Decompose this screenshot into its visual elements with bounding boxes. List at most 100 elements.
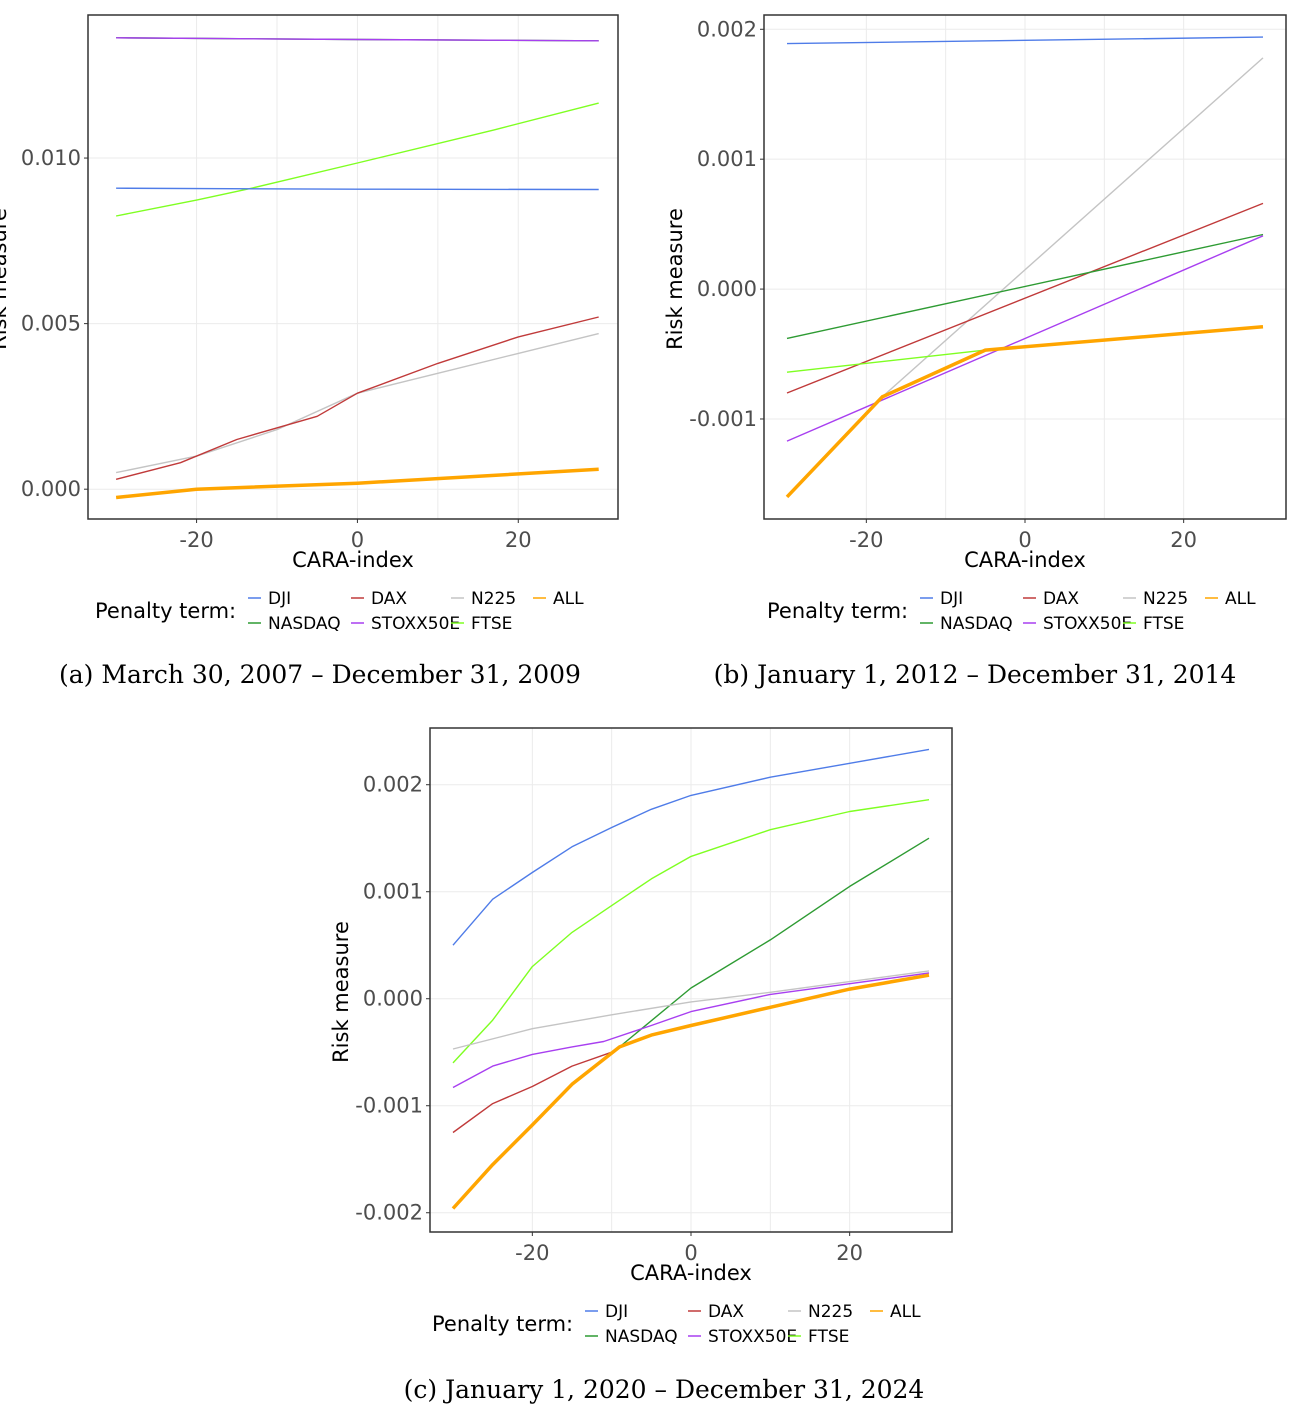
legend: Penalty term: DJI DAX N225 ALL NASDAQ STOXX50E… bbox=[432, 1302, 921, 1347]
series-line-nasdaq bbox=[786, 233, 1264, 340]
series-line-all bbox=[785, 325, 1264, 499]
legend-item-dji: DJI bbox=[920, 589, 963, 609]
series-line-dax bbox=[786, 202, 1264, 394]
legend-title: Penalty term: bbox=[767, 599, 908, 623]
y-axis-title: Risk measure bbox=[329, 921, 353, 1063]
legend: Penalty term: DJI DAX N225 ALL NASDAQ STOXX50E… bbox=[95, 589, 584, 634]
legend-item-dji: DJI bbox=[248, 589, 291, 609]
x-tick-label: 0 bbox=[351, 528, 364, 552]
legend-label: DJI bbox=[940, 589, 963, 609]
x-tick-label: 0 bbox=[684, 1241, 697, 1265]
y-tick-label: 0.005 bbox=[21, 312, 81, 336]
series-line-n225 bbox=[452, 970, 930, 1050]
series-line-dax bbox=[115, 316, 599, 480]
series-line-dji bbox=[452, 748, 930, 946]
series-line-ftse bbox=[115, 102, 599, 217]
legend-label: N225 bbox=[808, 1302, 853, 1322]
legend-label: STOXX50E bbox=[1043, 614, 1132, 634]
legend-label: NASDAQ bbox=[940, 614, 1013, 634]
legend-label: FTSE bbox=[471, 614, 512, 634]
y-tick-label: 0.002 bbox=[697, 17, 757, 41]
series-line-stoxx50e bbox=[452, 972, 930, 1089]
legend-item-dax: DAX bbox=[688, 1302, 744, 1322]
series-line-dji bbox=[786, 36, 1264, 45]
legend-item-all: ALL bbox=[1205, 589, 1256, 609]
series-line-stoxx50e bbox=[786, 235, 1264, 442]
legend: Penalty term: DJI DAX N225 ALL NASDAQ STOXX50E… bbox=[767, 589, 1256, 634]
legend-title: Penalty term: bbox=[432, 1312, 573, 1336]
caption: (a) March 30, 2007 – December 31, 2009 bbox=[59, 660, 581, 689]
legend-item-stoxx50e: STOXX50E bbox=[1023, 614, 1132, 634]
y-tick-label: 0.000 bbox=[363, 987, 423, 1011]
legend-item-nasdaq: NASDAQ bbox=[248, 614, 341, 634]
x-tick-label: 20 bbox=[1170, 528, 1197, 552]
y-tick-label: 0.010 bbox=[21, 146, 81, 170]
legend-label: ALL bbox=[553, 589, 584, 609]
caption: (c) January 1, 2020 – December 31, 2024 bbox=[404, 1375, 925, 1404]
series-line-all bbox=[115, 467, 599, 500]
series-line-all bbox=[451, 973, 930, 1210]
series-line-stoxx50e bbox=[116, 37, 599, 42]
legend-item-stoxx50e: STOXX50E bbox=[688, 1327, 797, 1347]
legend-item-ftse: FTSE bbox=[1123, 614, 1184, 634]
x-axis-title: CARA-index bbox=[964, 548, 1086, 572]
legend-item-n225: N225 bbox=[788, 1302, 853, 1322]
legend-item-n225: N225 bbox=[451, 589, 516, 609]
y-tick-label: -0.002 bbox=[355, 1201, 423, 1225]
legend-label: ALL bbox=[890, 1302, 921, 1322]
y-axis-title: Risk measure bbox=[0, 208, 11, 350]
panel-a: -20 0 20 0.000 0.005 0.010 CARA-index Risk me… bbox=[0, 14, 619, 689]
legend-label: N225 bbox=[471, 589, 516, 609]
series-line-ftse bbox=[786, 349, 986, 373]
x-tick-label: -20 bbox=[179, 528, 213, 552]
x-tick-label: -20 bbox=[849, 528, 883, 552]
y-axis-title: Risk measure bbox=[663, 208, 687, 350]
legend-title: Penalty term: bbox=[95, 599, 236, 623]
legend-label: NASDAQ bbox=[605, 1327, 678, 1347]
legend-label: DAX bbox=[371, 589, 407, 609]
legend-item-all: ALL bbox=[870, 1302, 921, 1322]
legend-item-ftse: FTSE bbox=[788, 1327, 849, 1347]
legend-label: STOXX50E bbox=[371, 614, 460, 634]
series-line-ftse bbox=[452, 799, 930, 1064]
legend-item-dax: DAX bbox=[351, 589, 407, 609]
y-tick-label: 0.000 bbox=[21, 477, 81, 501]
y-tick-label: 0.001 bbox=[697, 147, 757, 171]
legend-label: NASDAQ bbox=[268, 614, 341, 634]
y-tick-label: -0.001 bbox=[689, 407, 757, 431]
legend-label: N225 bbox=[1143, 589, 1188, 609]
x-axis-title: CARA-index bbox=[292, 548, 414, 572]
x-tick-label: 20 bbox=[836, 1241, 863, 1265]
legend-label: DJI bbox=[605, 1302, 628, 1322]
legend-label: FTSE bbox=[1143, 614, 1184, 634]
panel-c: -20 0 20 -0.002 -0.001 0.000 0.001 0.002 CARA-i… bbox=[329, 727, 953, 1404]
legend-item-stoxx50e: STOXX50E bbox=[351, 614, 460, 634]
legend-label: DJI bbox=[268, 589, 291, 609]
caption: (b) January 1, 2012 – December 31, 2014 bbox=[714, 660, 1237, 689]
series-line-nasdaq bbox=[619, 837, 930, 1048]
y-tick-label: 0.000 bbox=[697, 277, 757, 301]
x-tick-label: 0 bbox=[1018, 528, 1031, 552]
legend-item-dji: DJI bbox=[585, 1302, 628, 1322]
plot-frame bbox=[87, 14, 619, 520]
plot-background bbox=[88, 15, 618, 519]
legend-item-n225: N225 bbox=[1123, 589, 1188, 609]
series-line-dji bbox=[116, 187, 599, 191]
y-tick-label: 0.001 bbox=[363, 880, 423, 904]
y-tick-label: 0.002 bbox=[363, 773, 423, 797]
legend-item-nasdaq: NASDAQ bbox=[585, 1327, 678, 1347]
legend-item-dax: DAX bbox=[1023, 589, 1079, 609]
legend-label: FTSE bbox=[808, 1327, 849, 1347]
panel-b: -20 0 20 -0.001 0.000 0.001 0.002 CARA-index R… bbox=[663, 14, 1287, 689]
legend-item-nasdaq: NASDAQ bbox=[920, 614, 1013, 634]
legend-item-ftse: FTSE bbox=[451, 614, 512, 634]
legend-label: ALL bbox=[1225, 589, 1256, 609]
legend-item-all: ALL bbox=[533, 589, 584, 609]
x-tick-label: 20 bbox=[505, 528, 532, 552]
x-axis-title: CARA-index bbox=[630, 1261, 752, 1285]
legend-label: DAX bbox=[1043, 589, 1079, 609]
series-line-n225 bbox=[881, 57, 1264, 398]
y-tick-label: -0.001 bbox=[355, 1094, 423, 1118]
legend-label: STOXX50E bbox=[708, 1327, 797, 1347]
